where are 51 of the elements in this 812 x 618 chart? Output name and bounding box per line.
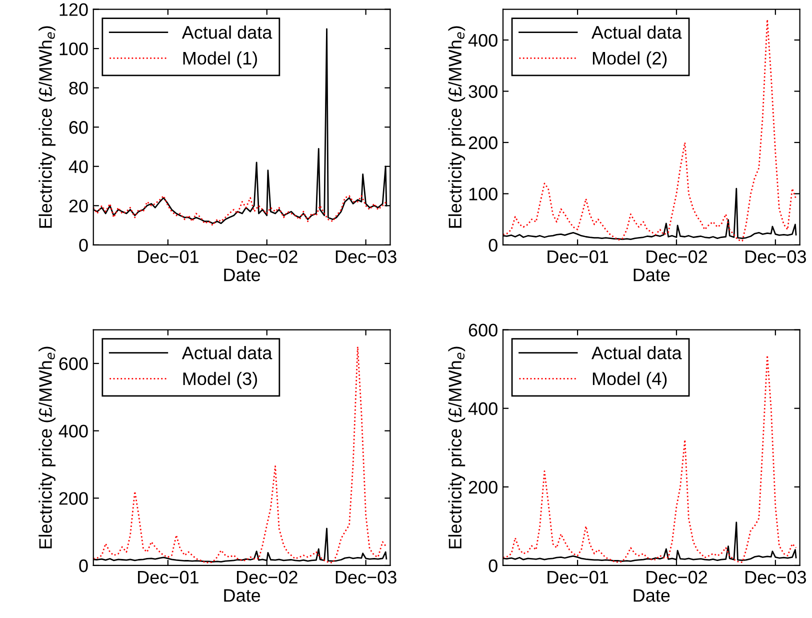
y-tick-label: 100 (60, 42, 88, 56)
y-tick-label: 200 (468, 480, 498, 494)
line-series (502, 18, 797, 242)
y-tick-label: 600 (468, 324, 498, 337)
y-tick-label: 200 (59, 492, 88, 505)
x-tick-label: Dec−02 (236, 250, 298, 264)
line-series (93, 195, 388, 226)
x-tick-label: Dec−02 (236, 570, 298, 584)
x-tick-label: Dec−02 (646, 250, 707, 264)
legend-label: Model (4) (592, 372, 667, 389)
x-tick-label: Dec−03 (746, 570, 806, 584)
y-axis-title: Electricity price (£/MWh$_{e}$) (448, 346, 466, 548)
y-axis-title: Electricity price (£/MWh$_{e}$) (38, 346, 56, 548)
y-tick-label: 0 (79, 238, 88, 252)
y-axis-title: Electricity price (£/MWh$_{e}$) (448, 26, 466, 228)
legend-label: Actual data (592, 26, 682, 39)
y-tick-label: 300 (468, 85, 498, 98)
line-series (93, 346, 388, 564)
y-tick-label: 100 (469, 188, 498, 200)
x-axis-title: Date (634, 268, 670, 282)
legend-label: Model (2) (592, 51, 667, 68)
legend-label: Actual data (592, 346, 682, 360)
y-tick-label: 20 (69, 200, 88, 212)
legend-label: Model (1) (183, 51, 257, 68)
y-tick-label: 400 (58, 424, 88, 438)
x-tick-label: Dec−03 (746, 250, 806, 264)
x-tick-label: Dec−01 (138, 570, 198, 584)
x-axis-title: Date (224, 268, 260, 282)
x-axis-title: Date (224, 589, 260, 602)
y-tick-label: 200 (468, 136, 498, 150)
y-tick-label: 40 (68, 160, 88, 174)
y-tick-label: 60 (69, 121, 88, 134)
y-tick-label: 400 (468, 34, 498, 47)
legend-label: Actual data (182, 346, 272, 360)
x-tick-label: Dec−03 (336, 250, 396, 264)
y-axis-title: Electricity price (£/MWh$_{e}$) (38, 26, 56, 228)
y-tick-label: 0 (79, 559, 88, 572)
y-tick-label: 120 (60, 3, 88, 16)
x-tick-label: Dec−01 (548, 250, 608, 264)
x-axis-title: Date (634, 589, 670, 602)
y-tick-label: 400 (468, 402, 498, 416)
legend-label: Model (3) (183, 372, 257, 389)
legend-label: Actual data (182, 26, 272, 39)
x-tick-label: Dec−01 (548, 570, 608, 584)
x-tick-label: Dec−02 (646, 570, 707, 584)
x-tick-label: Dec−03 (336, 570, 396, 584)
y-tick-label: 80 (69, 82, 88, 95)
y-tick-label: 600 (59, 357, 88, 370)
y-tick-label: 0 (488, 238, 498, 252)
y-tick-label: 0 (488, 559, 498, 572)
x-tick-label: Dec−01 (138, 250, 198, 264)
